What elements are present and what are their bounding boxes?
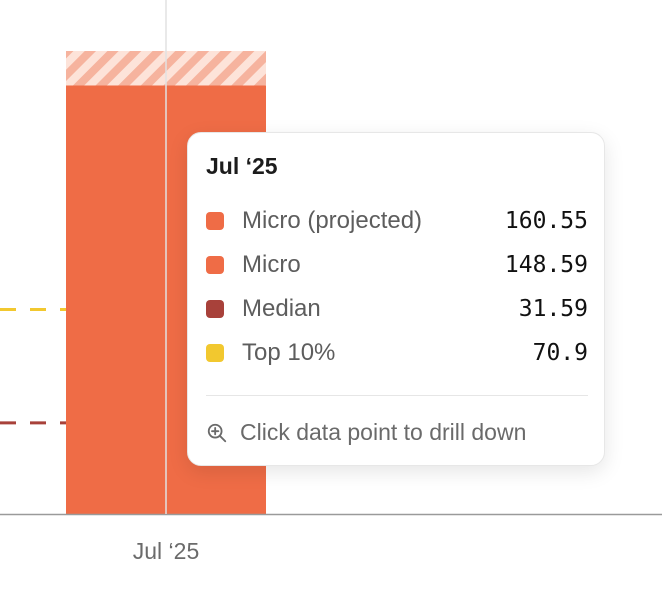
data-tooltip: Jul ‘25 Micro (projected) 160.55 Micro 1… — [187, 132, 605, 466]
legend-swatch-micro-projected — [206, 212, 224, 230]
tooltip-row-micro: Micro 148.59 — [206, 249, 588, 281]
tooltip-row-micro-projected: Micro (projected) 160.55 — [206, 205, 588, 237]
tooltip-row-label: Micro (projected) — [242, 207, 423, 234]
drill-down-hint: Click data point to drill down — [206, 419, 526, 446]
tooltip-title: Jul ‘25 — [206, 153, 278, 179]
tooltip-row-label: Median — [242, 295, 321, 322]
legend-swatch-micro — [206, 256, 224, 274]
x-tick-label: Jul ‘25 — [132, 538, 200, 564]
tooltip-row-label: Top 10% — [242, 339, 336, 366]
tooltip-row-top-10: Top 10% 70.9 — [206, 337, 588, 369]
tooltip-divider — [206, 395, 588, 396]
legend-swatch-top-10 — [206, 344, 224, 362]
drill-down-hint-text: Click data point to drill down — [240, 419, 527, 445]
tooltip-row-median: Median 31.59 — [206, 293, 588, 325]
tooltip-row-value: 160.55 — [504, 208, 588, 234]
tooltip-row-value: 31.59 — [518, 296, 588, 322]
tooltip-row-label: Micro — [242, 251, 301, 278]
zoom-in-icon — [207, 423, 227, 442]
tooltip-row-value: 70.9 — [532, 340, 588, 366]
tooltip-row-value: 148.59 — [504, 252, 588, 278]
legend-swatch-median — [206, 300, 224, 318]
